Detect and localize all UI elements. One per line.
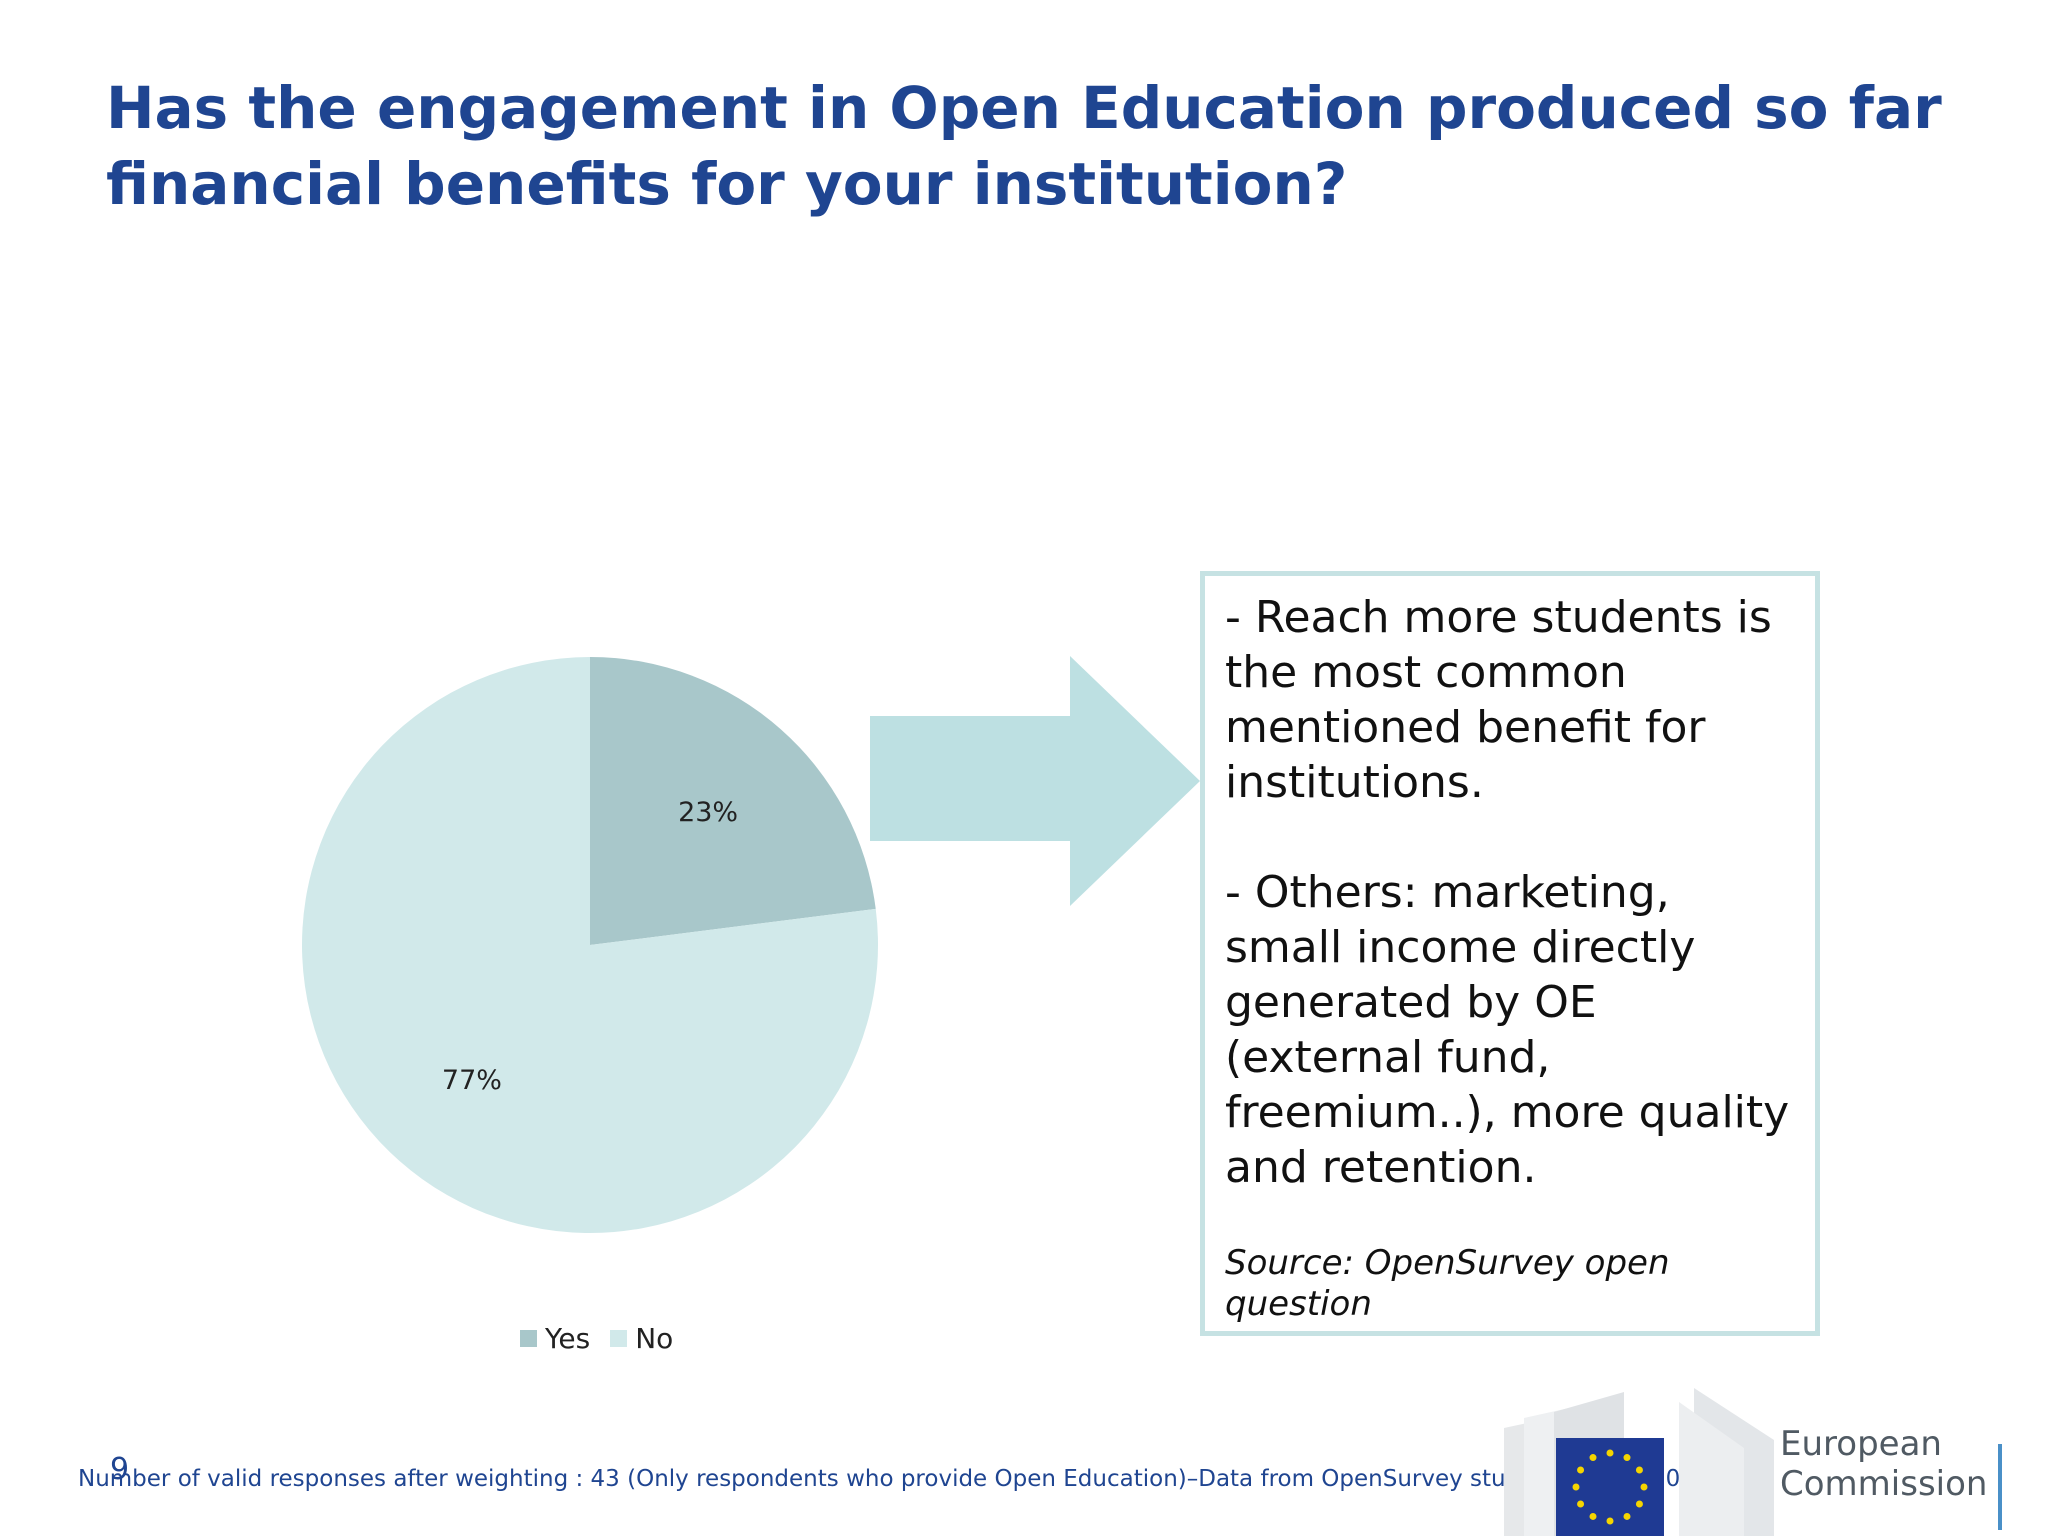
pie-label-no: 77%: [442, 1065, 502, 1096]
pie-slice-no: [301, 657, 878, 1233]
ec-logo-line1: European: [1780, 1424, 1942, 1464]
footnote: Number of valid responses after weightin…: [78, 1466, 1717, 1492]
legend-label-yes: Yes: [545, 1322, 591, 1355]
note-other-benefits: - Others: marketing, small income direct…: [1225, 867, 1790, 1193]
ec-logo-line2: Commission: [1780, 1464, 1988, 1504]
page-title: Has the engagement in Open Education pro…: [106, 74, 1942, 218]
page-number: 9: [110, 1452, 130, 1487]
note-source: Source: OpenSurvey open question: [1225, 1243, 1670, 1324]
pie-slice-yes: [590, 657, 876, 945]
legend-swatch-yes: [520, 1330, 537, 1347]
european-commission-logo: European Commission: [1494, 1388, 2034, 1536]
ec-logo-text: European Commission: [1780, 1424, 1987, 1504]
pie-label-yes: 23%: [678, 797, 738, 828]
right-arrow-icon: [870, 656, 1200, 906]
legend-item-yes: Yes: [520, 1322, 590, 1355]
ec-logo-bar: [1998, 1444, 2002, 1530]
legend-swatch-no: [610, 1330, 628, 1347]
note-reach-students: - Reach more students is the most common…: [1225, 592, 1772, 808]
legend-label-no: No: [635, 1322, 674, 1355]
eu-flag-logo-icon: [1504, 1388, 1774, 1536]
pie-chart: 23% 77%: [301, 657, 878, 1233]
benefits-note-box: - Reach more students is the most common…: [1200, 571, 1820, 1336]
chart-legend: Yes No: [520, 1322, 673, 1355]
legend-item-no: No: [610, 1322, 673, 1355]
